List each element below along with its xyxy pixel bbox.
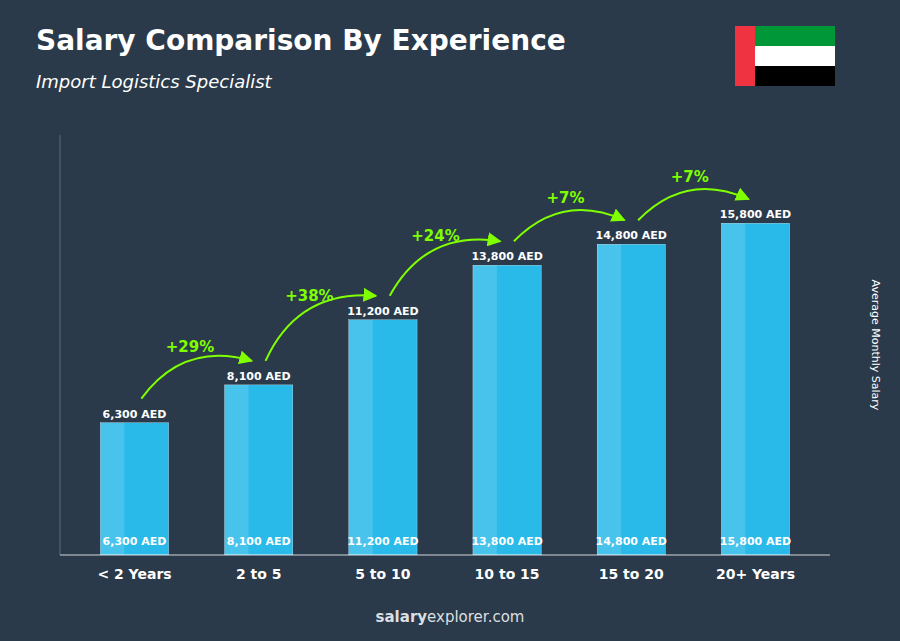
bar xyxy=(349,320,417,555)
watermark: salaryexplorer.com xyxy=(376,608,525,626)
x-tick-label: 10 to 15 xyxy=(475,566,540,582)
flag-stripe xyxy=(755,26,835,46)
x-tick-label: < 2 Years xyxy=(97,566,171,582)
y-label: Average Monthly Salary xyxy=(869,280,882,411)
chart: Salary Comparison By Experience Import Lo… xyxy=(0,0,900,641)
annotation: +7% xyxy=(671,168,709,186)
bar-highlight xyxy=(473,265,497,555)
data-label: 8,100 AED xyxy=(227,370,291,383)
bars xyxy=(100,223,789,555)
watermark-rest: explorer.com xyxy=(427,608,524,626)
x-tick-label: 5 to 10 xyxy=(355,566,411,582)
bar xyxy=(473,265,541,555)
annotation: +7% xyxy=(546,189,584,207)
bar-inner-label: 6,300 AED xyxy=(103,535,167,548)
flag xyxy=(735,26,835,86)
flag-stripe xyxy=(755,46,835,66)
x-axis-line xyxy=(60,555,830,556)
flag-stripe xyxy=(755,66,835,86)
bar-inner-label: 13,800 AED xyxy=(471,535,542,548)
change-arrow xyxy=(638,189,749,220)
bar-highlight xyxy=(349,320,373,555)
bar-inner-label: 11,200 AED xyxy=(347,535,418,548)
change-arrow xyxy=(390,240,501,296)
annotation: +38% xyxy=(285,287,333,305)
data-label: 6,300 AED xyxy=(103,408,167,421)
change-arrow xyxy=(266,295,377,361)
x-tick-label: 2 to 5 xyxy=(236,566,282,582)
bar xyxy=(721,223,789,555)
flag-stripe xyxy=(735,26,755,86)
subtitle: Import Logistics Specialist xyxy=(36,71,273,92)
bar-highlight xyxy=(597,244,621,555)
bar-highlight xyxy=(721,223,745,555)
annotation: +29% xyxy=(166,338,214,356)
annotation: +24% xyxy=(411,227,459,245)
change-arrow xyxy=(141,356,252,399)
data-label: 13,800 AED xyxy=(471,250,542,263)
bar-inner-label: 15,800 AED xyxy=(720,535,791,548)
title: Salary Comparison By Experience xyxy=(36,24,566,57)
watermark-bold: salary xyxy=(376,608,428,626)
bar xyxy=(597,244,665,555)
bar xyxy=(225,385,293,555)
bar-inner-label: 14,800 AED xyxy=(596,535,667,548)
background xyxy=(0,0,900,641)
data-label: 11,200 AED xyxy=(347,305,418,318)
bar-highlight xyxy=(225,385,249,555)
x-tick-label: 20+ Years xyxy=(716,566,795,582)
change-arrow xyxy=(514,210,625,241)
data-label: 15,800 AED xyxy=(720,208,791,221)
bar xyxy=(100,423,168,555)
x-tick-label: 15 to 20 xyxy=(599,566,664,582)
data-label: 14,800 AED xyxy=(596,229,667,242)
y-axis-line xyxy=(60,135,61,555)
bar-inner-label: 8,100 AED xyxy=(227,535,291,548)
